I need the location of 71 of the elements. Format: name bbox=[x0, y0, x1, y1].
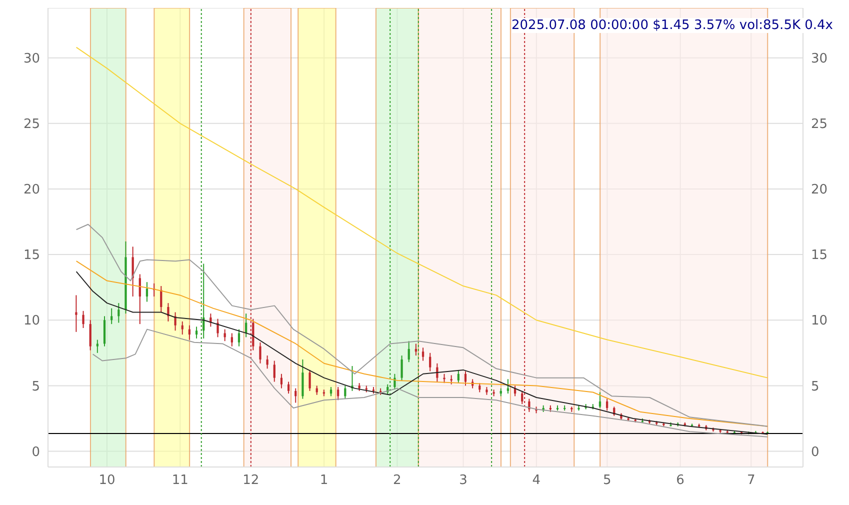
x-tick-label: 5 bbox=[603, 473, 612, 488]
candlestick bbox=[606, 398, 608, 412]
text: 2025.07.08 00:00:00 $1.45 3.57% vol:85.5K 0.4x bbox=[512, 18, 833, 33]
candlestick bbox=[330, 386, 332, 397]
candlestick bbox=[351, 366, 354, 392]
line-series bbox=[76, 46, 768, 378]
y2-tick-label: 25 bbox=[811, 117, 828, 132]
x-tick-label: 1 bbox=[320, 473, 328, 488]
candlestick bbox=[138, 274, 141, 325]
y2-tick-label: 30 bbox=[811, 51, 828, 66]
candlestick bbox=[280, 373, 283, 389]
x-tick-label: 10 bbox=[98, 473, 116, 488]
candlestick bbox=[273, 360, 276, 382]
candlestick bbox=[400, 355, 403, 381]
candlestick bbox=[224, 328, 226, 342]
candlestick bbox=[506, 378, 510, 394]
candlestick bbox=[408, 340, 410, 363]
candlestick bbox=[89, 320, 92, 351]
candlestick bbox=[302, 358, 304, 400]
candlestick bbox=[287, 381, 290, 394]
candlestick bbox=[230, 332, 233, 347]
candlestick bbox=[344, 385, 346, 400]
line-series bbox=[92, 328, 768, 438]
x-tick-label: 7 bbox=[746, 473, 756, 488]
y-tick-label: 25 bbox=[23, 117, 40, 132]
y-tick-label: 0 bbox=[32, 444, 40, 460]
candlestick bbox=[457, 369, 460, 384]
candlestick bbox=[308, 369, 311, 392]
x-tick-label: 4 bbox=[532, 473, 541, 488]
y2-tick-label: 0 bbox=[811, 444, 820, 460]
candlestick bbox=[266, 355, 268, 370]
y-tick-label: 15 bbox=[23, 248, 40, 264]
y-tick-label: 30 bbox=[23, 51, 40, 66]
candlestick bbox=[422, 347, 424, 362]
y2-tick-label: 15 bbox=[811, 248, 828, 264]
line-series bbox=[76, 224, 768, 427]
candlestick bbox=[464, 370, 467, 386]
y-tick-label: 10 bbox=[23, 314, 40, 329]
candlestick bbox=[337, 386, 340, 401]
candlestick bbox=[110, 308, 113, 325]
candlestick bbox=[216, 318, 219, 338]
candlestick bbox=[238, 328, 240, 347]
candlestick bbox=[394, 373, 396, 390]
candlestick bbox=[118, 302, 120, 324]
candlestick bbox=[82, 310, 84, 328]
candlestick bbox=[75, 294, 78, 332]
x-tick-label: 6 bbox=[676, 473, 684, 488]
candlestick bbox=[195, 326, 198, 339]
candlestick bbox=[245, 313, 248, 338]
y-tick-label: 5 bbox=[32, 379, 40, 394]
x-tick-label: 3 bbox=[459, 473, 468, 488]
x-tick-label: 11 bbox=[172, 473, 188, 488]
candlestick bbox=[146, 282, 148, 302]
y2-tick-label: 10 bbox=[811, 314, 828, 329]
candlestick bbox=[450, 374, 452, 385]
x-tick-label: 12 bbox=[242, 473, 260, 488]
candlestick bbox=[429, 352, 432, 372]
x-tick-label: 2 bbox=[393, 473, 402, 488]
candlestick bbox=[96, 339, 98, 354]
candlestick bbox=[167, 302, 170, 322]
candlestick bbox=[259, 342, 262, 364]
y-tick-label: 20 bbox=[23, 182, 40, 198]
candlestick bbox=[443, 373, 446, 384]
candlestick bbox=[174, 312, 176, 332]
candlestick bbox=[181, 320, 184, 336]
candlestick bbox=[103, 316, 106, 347]
y2-tick-label: 20 bbox=[811, 182, 828, 198]
candlestick bbox=[528, 398, 530, 412]
y2-tick-label: 5 bbox=[811, 379, 820, 394]
candlestick bbox=[478, 382, 481, 393]
candlestick bbox=[414, 343, 418, 356]
